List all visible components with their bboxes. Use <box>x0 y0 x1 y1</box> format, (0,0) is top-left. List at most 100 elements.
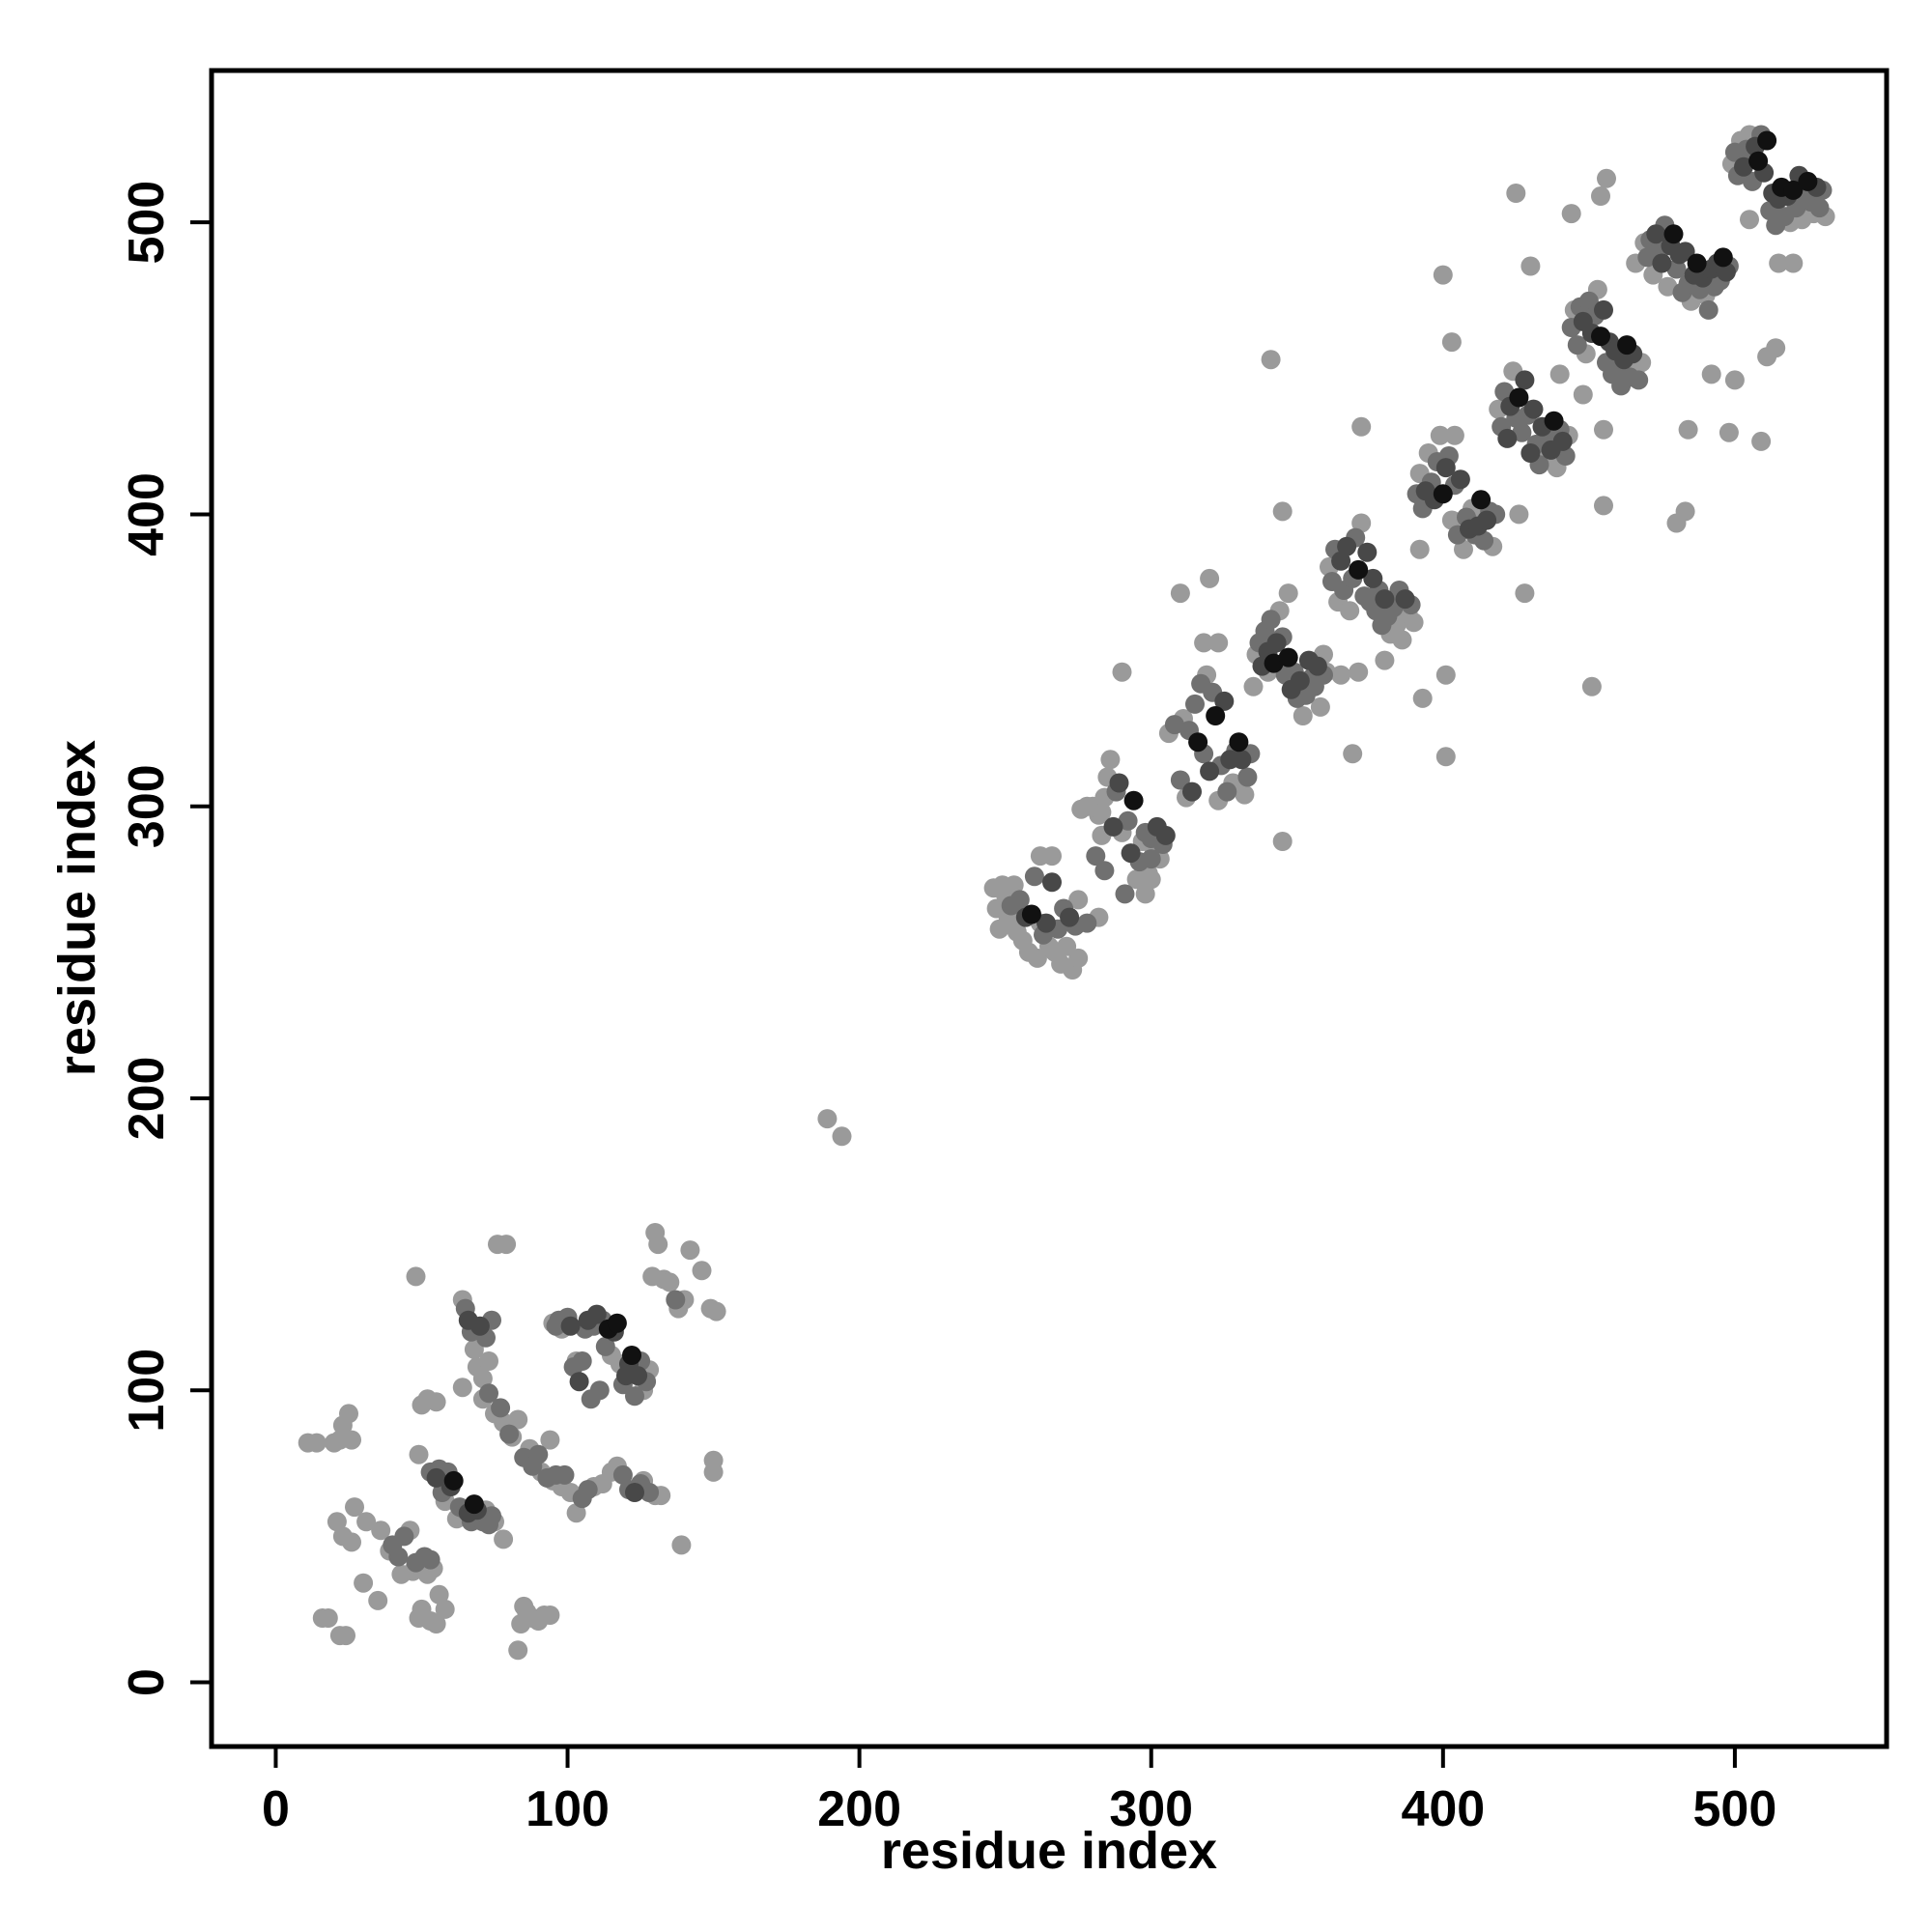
x-tick-label: 100 <box>526 1781 610 1837</box>
x-axis: 0 100 200 300 400 500 <box>262 1747 1776 1837</box>
data-point <box>1520 256 1541 276</box>
data-point <box>1141 869 1161 890</box>
data-point <box>1578 291 1599 311</box>
data-point <box>666 1290 686 1310</box>
data-point <box>371 1520 391 1541</box>
data-point <box>1310 696 1330 717</box>
data-point <box>1182 781 1202 802</box>
data-point <box>420 1549 440 1570</box>
data-point <box>1375 650 1395 670</box>
data-point <box>1783 180 1804 200</box>
data-point <box>1009 890 1030 910</box>
x-axis-title: residue index <box>881 1822 1217 1880</box>
data-point <box>394 1526 414 1547</box>
data-point <box>692 1261 712 1281</box>
data-point <box>1675 501 1695 522</box>
data-point <box>1395 589 1415 610</box>
points-layer <box>298 125 1835 1661</box>
data-point <box>368 1590 388 1610</box>
data-point <box>1217 781 1237 802</box>
data-point <box>1164 715 1184 735</box>
data-point <box>625 1386 644 1406</box>
data-point <box>1713 247 1733 268</box>
y-tick-label: 500 <box>119 181 175 265</box>
data-point <box>589 1380 610 1401</box>
data-point <box>540 1605 560 1625</box>
data-point <box>528 1444 549 1464</box>
data-point <box>1266 633 1287 653</box>
data-point <box>1208 633 1229 653</box>
data-point <box>1716 262 1736 282</box>
data-point <box>680 1240 700 1261</box>
data-point <box>1077 796 1097 816</box>
data-point <box>1594 496 1613 516</box>
data-point <box>1351 416 1372 437</box>
data-point <box>1115 884 1135 904</box>
data-point <box>1351 513 1372 533</box>
data-point <box>329 1626 350 1646</box>
data-point <box>1237 767 1258 787</box>
data-point <box>429 1584 449 1605</box>
data-point <box>1430 425 1450 445</box>
x-tick-label: 0 <box>262 1781 290 1837</box>
data-point <box>1155 825 1176 845</box>
data-point <box>622 1346 641 1365</box>
data-point <box>342 1430 361 1450</box>
data-point <box>1337 536 1357 556</box>
data-point <box>1103 816 1123 837</box>
data-point <box>1435 665 1456 685</box>
data-point <box>1021 904 1041 924</box>
data-point <box>1581 676 1602 696</box>
data-point <box>1515 583 1535 604</box>
data-point <box>452 1378 472 1398</box>
data-point <box>472 1369 493 1389</box>
data-point <box>1477 510 1497 530</box>
data-point <box>1740 210 1759 230</box>
data-point <box>435 1599 455 1619</box>
data-point <box>508 1640 528 1661</box>
data-point <box>1118 810 1138 831</box>
data-point <box>1272 832 1293 851</box>
data-point <box>1597 168 1616 188</box>
data-point <box>388 1547 409 1567</box>
data-point <box>420 1611 440 1631</box>
data-point <box>1086 846 1106 867</box>
data-point <box>1573 384 1593 405</box>
data-point <box>1278 583 1298 604</box>
data-point <box>1185 694 1205 714</box>
data-point <box>1751 431 1772 451</box>
x-tick-label: 300 <box>1109 1781 1193 1837</box>
data-point <box>1441 510 1462 530</box>
data-point <box>1594 299 1613 320</box>
data-point <box>569 1372 589 1392</box>
data-point <box>342 1532 361 1552</box>
data-point <box>1121 843 1141 864</box>
data-point <box>1591 186 1610 206</box>
y-tick-label: 400 <box>119 472 175 556</box>
data-point <box>464 1339 484 1359</box>
data-point <box>345 1497 364 1518</box>
data-point <box>1206 706 1226 725</box>
data-point <box>464 1494 484 1515</box>
data-point <box>1392 630 1412 650</box>
data-point <box>1290 670 1310 691</box>
data-point <box>586 1304 607 1324</box>
data-point <box>1719 422 1739 442</box>
y-tick-label: 300 <box>119 764 175 848</box>
data-point <box>499 1424 520 1444</box>
y-tick-label: 200 <box>119 1057 175 1141</box>
data-point <box>639 1483 660 1502</box>
data-point <box>1724 370 1745 390</box>
data-point <box>1798 171 1818 191</box>
data-point <box>469 1316 490 1336</box>
data-point <box>497 1235 517 1255</box>
data-point <box>1435 747 1456 767</box>
data-point <box>1214 691 1235 711</box>
data-point <box>1331 665 1351 685</box>
data-point <box>1561 204 1581 224</box>
data-point <box>1092 802 1112 822</box>
data-point <box>1094 861 1115 881</box>
data-point <box>1409 539 1430 559</box>
data-point <box>1663 224 1684 244</box>
